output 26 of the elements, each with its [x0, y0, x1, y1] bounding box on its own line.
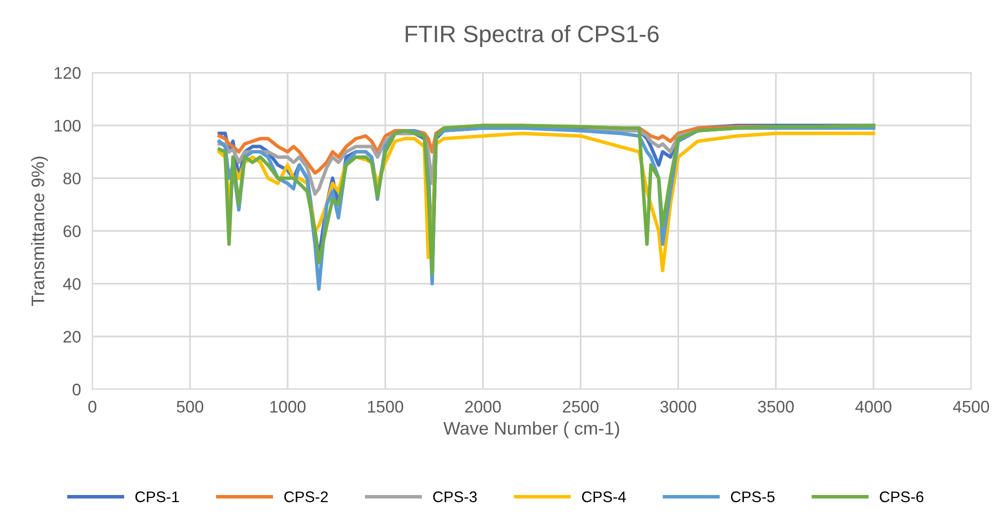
y-tick-label: 60 — [64, 225, 81, 238]
x-tick-label: 2000 — [465, 400, 501, 413]
y-tick-label: 120 — [54, 67, 81, 79]
y-axis-title: Transmittance 9%) — [31, 156, 48, 306]
x-tick-label: 500 — [176, 400, 204, 413]
x-tick-label: 3000 — [660, 400, 696, 413]
y-tick-label: 20 — [64, 330, 81, 343]
x-tick-label: 0 — [88, 400, 96, 413]
x-axis-title: Wave Number ( cm-1) — [443, 421, 620, 438]
y-tick-label: 80 — [63, 172, 81, 184]
x-tick-label: 4000 — [855, 400, 892, 413]
y-tick-label: 40 — [63, 278, 81, 290]
x-tick-label: 2500 — [562, 400, 598, 413]
legend-label: CPS-5 — [730, 491, 775, 502]
x-tick-label: 1500 — [368, 400, 404, 413]
chart-title: FTIR Spectra of CPS1-6 — [406, 25, 659, 48]
x-tick-label: 1000 — [270, 400, 306, 413]
legend-label: CPS-6 — [880, 491, 924, 502]
x-tick-label: 4500 — [953, 400, 990, 413]
y-tick-label: 100 — [54, 120, 81, 132]
x-tick-label: 3500 — [758, 400, 794, 413]
legend-label: CPS-2 — [284, 491, 328, 502]
y-tick-label: 0 — [72, 384, 81, 396]
legend-label: CPS-4 — [582, 491, 626, 502]
legend-label: CPS-3 — [433, 491, 477, 502]
legend-label: CPS-1 — [135, 491, 179, 502]
